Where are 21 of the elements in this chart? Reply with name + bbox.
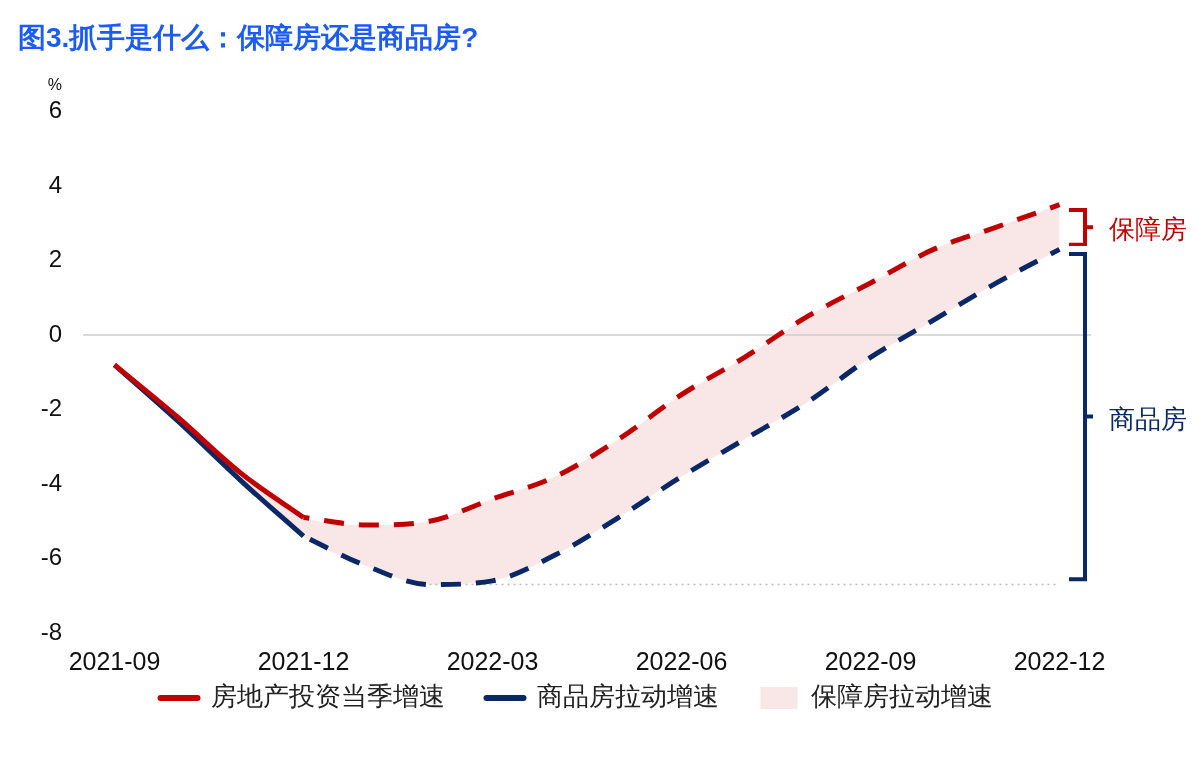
- x-tick-label: 2021-12: [257, 646, 350, 675]
- x-tick-label: 2022-03: [446, 646, 539, 675]
- text: 保障房: [1109, 214, 1187, 245]
- legend-label: 房地产投资当季增速: [210, 681, 445, 712]
- y-tick-label: -6: [40, 543, 62, 571]
- y-tick-label: 0: [48, 319, 62, 347]
- legend-label: 商品房拉动增速: [536, 681, 719, 712]
- chart-title: 图3.抓手是什么：保障房还是商品房?: [18, 21, 479, 53]
- y-tick-label: -2: [40, 394, 62, 422]
- legend-label: 保障房拉动增速: [810, 681, 993, 712]
- y-tick-label: 6: [48, 96, 62, 124]
- x-tick-label: 2022-06: [635, 646, 728, 675]
- text: 商品房: [1109, 404, 1187, 435]
- y-axis-title: %: [47, 76, 62, 94]
- y-tick-label: 2: [48, 245, 62, 273]
- x-tick-label: 2021-09: [68, 646, 161, 675]
- y-tick-label: -8: [40, 617, 62, 645]
- y-tick-label: -4: [40, 468, 62, 496]
- y-tick-label: 4: [48, 170, 62, 198]
- x-tick-label: 2022-09: [824, 646, 917, 675]
- x-tick-label: 2022-12: [1013, 646, 1106, 675]
